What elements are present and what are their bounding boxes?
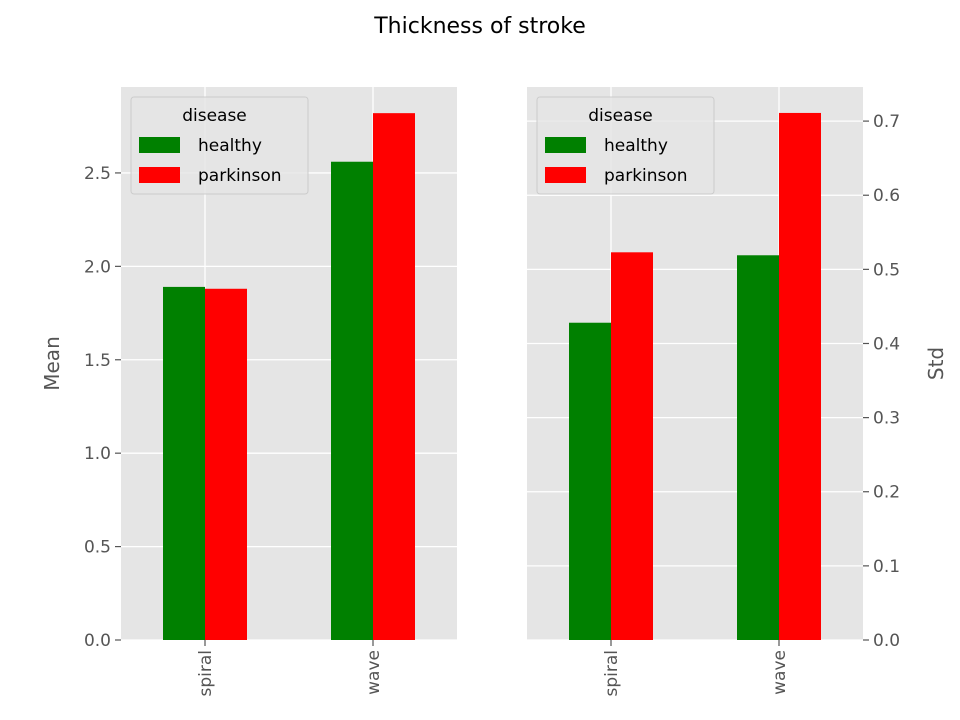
ytick-label-mean-5: 2.5	[84, 164, 111, 184]
ytick-label-mean-2: 1.0	[84, 444, 111, 464]
ytick-label-mean-3: 1.5	[84, 351, 111, 371]
legend-swatch-std-healthy	[545, 137, 586, 153]
bar-mean-wave-healthy	[331, 161, 373, 640]
legend-swatch-mean-parkinson	[139, 167, 180, 183]
ytick-label-std-7: 0.7	[873, 112, 900, 132]
legend-label-mean-parkinson: parkinson	[198, 166, 282, 186]
bar-mean-spiral-parkinson	[205, 288, 247, 640]
legend-title-std: disease	[588, 106, 653, 126]
ytick-label-mean-4: 2.0	[84, 257, 111, 277]
legend-swatch-std-parkinson	[545, 167, 586, 183]
xtick-label-std-wave: wave	[770, 650, 790, 695]
legend-label-std-parkinson: parkinson	[604, 166, 688, 186]
ylabel-std: Std	[924, 347, 948, 380]
ytick-label-std-6: 0.6	[873, 186, 900, 206]
bar-std-wave-healthy	[737, 255, 779, 640]
ytick-label-mean-0: 0.0	[84, 631, 111, 651]
ytick-label-std-2: 0.2	[873, 483, 900, 503]
panel-mean: 0.0 0.5 1.0 1.5 2.0 2.5 spiral wave Mean disease h…	[40, 87, 457, 697]
bar-std-wave-parkinson	[779, 112, 821, 640]
legend-mean: disease healthy parkinson	[130, 96, 309, 195]
bar-std-spiral-healthy	[569, 322, 611, 640]
ytick-label-std-4: 0.4	[873, 334, 900, 354]
ytick-label-std-3: 0.3	[873, 409, 900, 429]
ytick-label-std-0: 0.0	[873, 631, 900, 651]
chart-title: Thickness of stroke	[373, 14, 586, 39]
bar-mean-wave-parkinson	[373, 113, 415, 641]
ytick-label-mean-1: 0.5	[84, 538, 111, 558]
legend-std: disease healthy parkinson	[536, 96, 715, 195]
xtick-label-mean-spiral: spiral	[196, 650, 216, 697]
legend-swatch-mean-healthy	[139, 137, 180, 153]
legend-title-mean: disease	[182, 106, 247, 126]
panel-std: 0.0 0.1 0.2 0.3 0.4 0.5 0.6 0.7 spiral wave Std dis…	[527, 87, 948, 697]
bar-std-spiral-parkinson	[611, 252, 653, 640]
xtick-label-mean-wave: wave	[364, 650, 384, 695]
xtick-label-std-spiral: spiral	[602, 650, 622, 697]
bar-mean-spiral-healthy	[163, 286, 205, 640]
ytick-label-std-5: 0.5	[873, 260, 900, 280]
ylabel-mean: Mean	[40, 336, 64, 391]
legend-label-mean-healthy: healthy	[198, 136, 262, 156]
legend-label-std-healthy: healthy	[604, 136, 668, 156]
ytick-label-std-1: 0.1	[873, 557, 900, 577]
